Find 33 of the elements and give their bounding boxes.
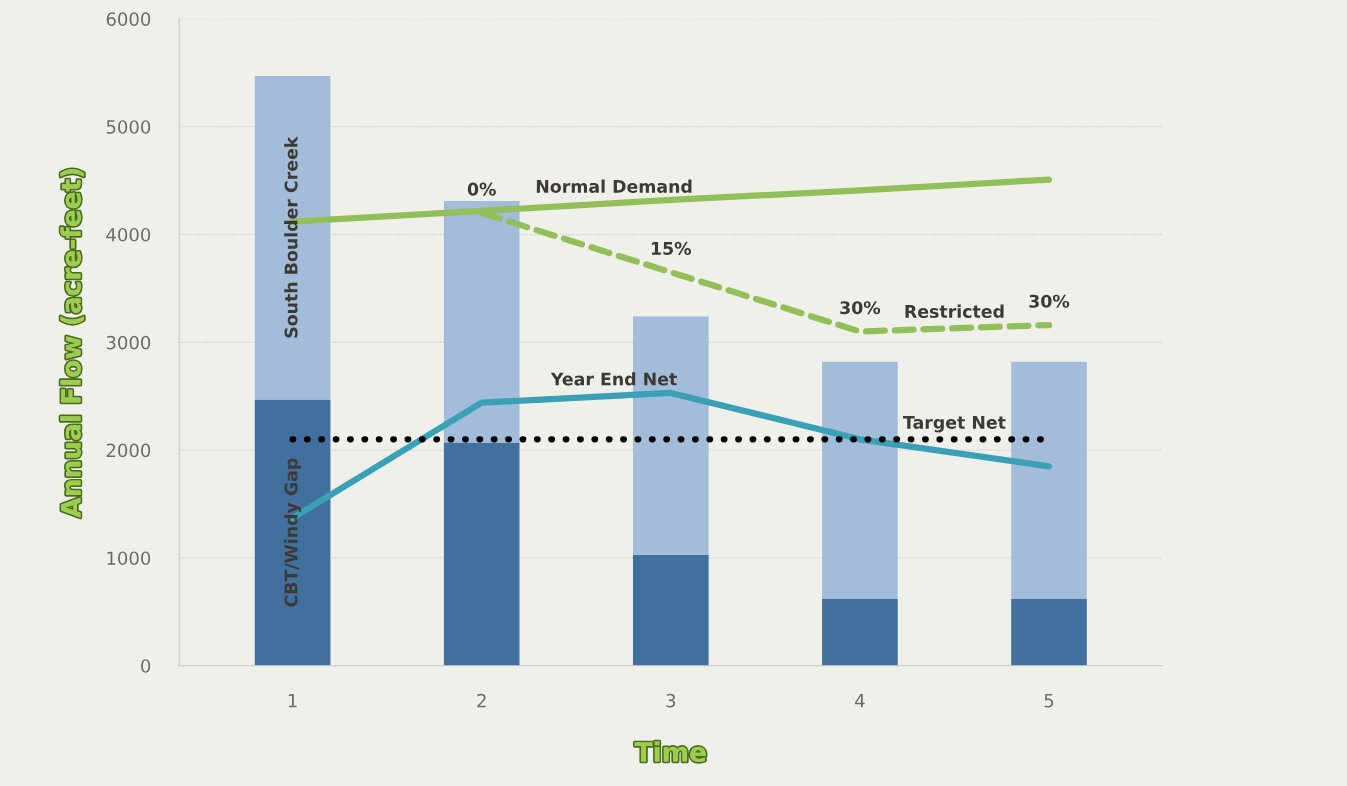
bar xyxy=(1011,361,1087,599)
series-label: Year End Net xyxy=(550,372,677,386)
annotation: 15% xyxy=(651,241,692,255)
series-label: Restricted xyxy=(905,304,1004,318)
y-tick-label: 1000 xyxy=(107,551,151,566)
annotation: 30% xyxy=(1029,294,1070,308)
y-tick-label: 3000 xyxy=(106,335,151,350)
x-tick-label: 2 xyxy=(477,693,486,708)
bar xyxy=(254,399,331,666)
y-tick-label: 6000 xyxy=(106,12,151,26)
bar xyxy=(632,554,709,666)
x-tick-label: 5 xyxy=(1044,694,1054,708)
y-tick-label: 2000 xyxy=(106,443,151,458)
y-tick-label: 0 xyxy=(141,659,151,673)
series-label: Normal Demand xyxy=(536,179,692,193)
series-label: CBT/Windy Gap xyxy=(284,458,302,607)
annotation: 0% xyxy=(467,182,496,196)
series-label: South Boulder Creek xyxy=(284,136,298,338)
x-axis-title: Time xyxy=(634,741,706,762)
x-tick-label: 4 xyxy=(855,694,865,708)
bar xyxy=(254,76,331,400)
series-label: Target Net xyxy=(903,415,1006,433)
x-tick-label: 1 xyxy=(288,694,297,708)
bar xyxy=(443,201,520,443)
bar xyxy=(1011,598,1087,666)
x-tick-label: 3 xyxy=(666,693,676,708)
y-tick-label: 4000 xyxy=(106,227,151,242)
annotation: 30% xyxy=(840,301,881,315)
y-tick-label: 5000 xyxy=(106,120,151,134)
bar xyxy=(822,598,898,666)
y-axis-title: Annual Flow (acre-feet) xyxy=(60,169,84,518)
bar xyxy=(443,442,520,666)
bar xyxy=(822,361,898,599)
